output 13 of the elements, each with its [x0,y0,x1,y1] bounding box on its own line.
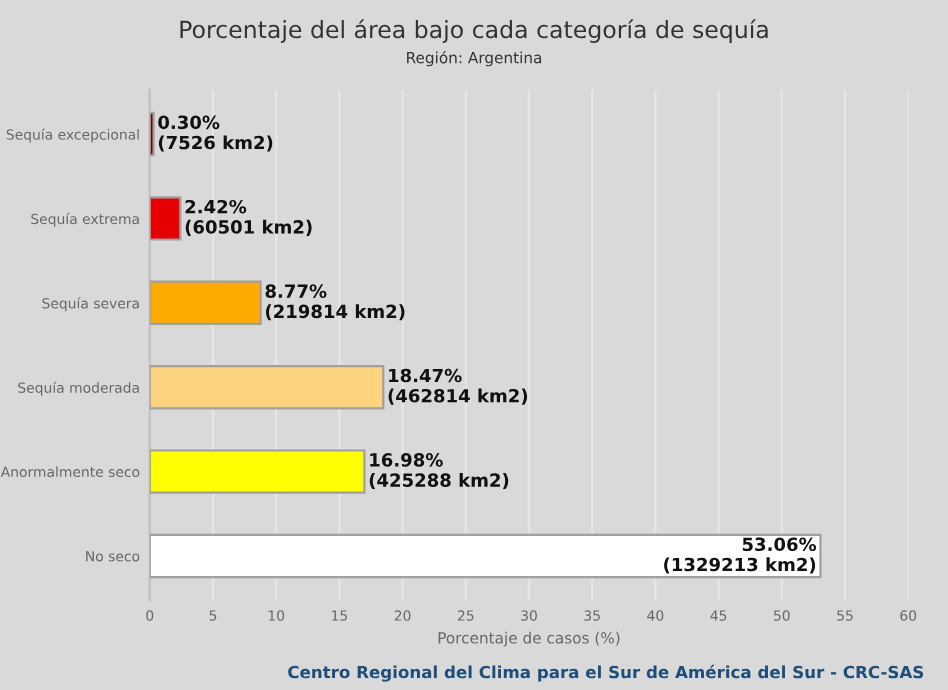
data-label: 2.42% (60501 km2) [185,199,312,236]
chart-title: Porcentaje del área bajo cada categoría de sequía [180,19,768,43]
data-label: 0.30% (7526 km2) [158,115,273,152]
bar [149,533,822,579]
data-label: 16.98% (425288 km2) [369,453,509,490]
data-label: 53.06% (1329213 km2) [664,537,817,574]
bar [149,280,262,326]
data-label: 8.77% (219814 km2) [265,284,405,321]
data-label: 18.47% (462814 km2) [388,368,528,405]
bar [149,196,182,241]
bar [149,449,366,494]
bar [149,364,385,410]
text: Centro Regional del Clima para el Sur de América del Sur - CRC-SAS [288,664,924,682]
